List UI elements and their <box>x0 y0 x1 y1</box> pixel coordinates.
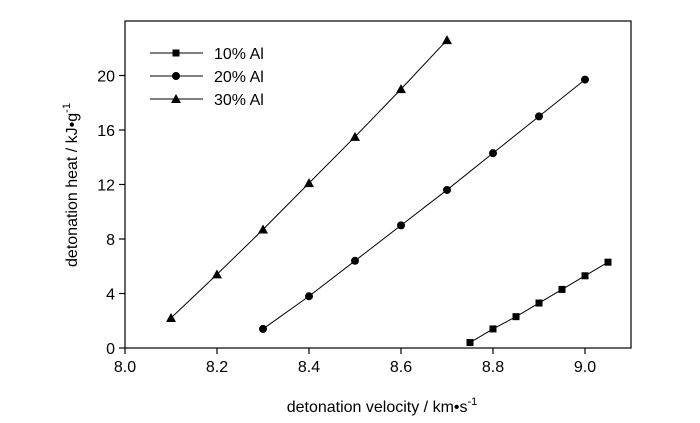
series-2 <box>259 75 589 333</box>
legend-marker-circle <box>172 72 180 80</box>
data-point-circle <box>443 185 451 194</box>
legend: 10% Al 20% Al 30% Al <box>150 46 264 109</box>
data-point-circle <box>535 112 543 121</box>
data-point-circle <box>581 75 589 84</box>
plot-area-frame <box>124 20 632 349</box>
legend-label: 30% Al <box>214 92 264 109</box>
data-point-circle <box>489 149 497 158</box>
legend-marker-square <box>172 49 180 57</box>
y-tick-label: 12 <box>97 178 115 195</box>
legend-marker-triangle <box>171 94 181 103</box>
data-point-triangle <box>166 313 176 323</box>
data-point-square <box>489 325 497 333</box>
legend-item: 10% Al <box>150 46 264 63</box>
legend-item: 20% Al <box>150 69 264 86</box>
data-point-square <box>512 313 520 321</box>
data-point-circle <box>397 221 405 230</box>
legend-label: 10% Al <box>214 46 264 63</box>
y-tick-label: 16 <box>97 123 115 140</box>
data-point-triangle <box>304 178 314 188</box>
data-point-square <box>581 272 589 280</box>
y-axis-title: detonation heat / kJ•g-1 <box>61 103 81 267</box>
x-tick-label: 8.2 <box>206 359 228 376</box>
series-1 <box>466 258 612 347</box>
data-point-triangle <box>212 269 222 279</box>
y-tick-label: 0 <box>106 341 115 358</box>
x-tick-label: 9.0 <box>574 359 596 376</box>
x-tick-label: 8.0 <box>114 359 136 376</box>
x-tick-label: 8.8 <box>482 359 504 376</box>
data-point-triangle <box>258 224 268 234</box>
x-tick-label: 8.6 <box>390 359 412 376</box>
data-point-square <box>535 299 543 307</box>
data-point-triangle <box>350 131 360 141</box>
data-point-circle <box>351 256 359 265</box>
y-axis-ticks: 0 4 8 12 16 20 <box>97 69 125 358</box>
data-point-square <box>604 258 612 266</box>
y-tick-label: 8 <box>106 232 115 249</box>
x-axis-ticks: 8.0 8.2 8.4 8.6 8.8 9.0 <box>114 348 596 376</box>
data-point-circle <box>305 292 313 301</box>
series-layer <box>166 35 612 347</box>
series-line <box>262 79 586 330</box>
data-point-triangle <box>442 35 452 45</box>
series-3 <box>166 35 452 323</box>
legend-item: 30% Al <box>150 92 264 109</box>
legend-label: 20% Al <box>214 69 264 86</box>
x-axis-title: detonation velocity / km•s-1 <box>287 396 478 416</box>
x-tick-label: 8.4 <box>298 359 320 376</box>
data-point-square <box>466 339 474 347</box>
data-point-triangle <box>396 84 406 94</box>
data-point-square <box>558 285 566 293</box>
data-point-circle <box>259 324 267 333</box>
y-tick-label: 4 <box>106 287 115 304</box>
y-tick-label: 20 <box>97 69 115 86</box>
